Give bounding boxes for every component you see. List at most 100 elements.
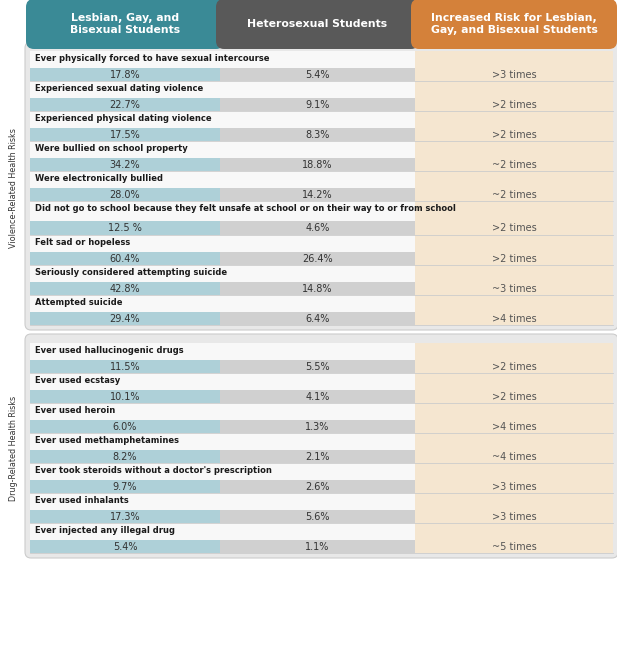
Bar: [30, 450, 220, 463]
Text: Attempted suicide: Attempted suicide: [35, 298, 123, 307]
Text: 17.8%: 17.8%: [110, 70, 140, 80]
Text: 8.2%: 8.2%: [113, 451, 137, 462]
Bar: [30, 221, 220, 235]
Bar: [30, 463, 415, 493]
Bar: [220, 128, 415, 141]
Bar: [415, 403, 613, 433]
Bar: [220, 312, 415, 325]
Text: Lesbian, Gay, and
Bisexual Students: Lesbian, Gay, and Bisexual Students: [70, 13, 180, 35]
Text: ~3 times: ~3 times: [492, 284, 536, 293]
Text: 5.6%: 5.6%: [305, 511, 329, 522]
Text: >3 times: >3 times: [492, 70, 536, 80]
Bar: [30, 51, 415, 81]
Text: 1.3%: 1.3%: [305, 422, 329, 432]
Text: 29.4%: 29.4%: [110, 313, 140, 324]
Bar: [30, 523, 415, 553]
Bar: [30, 433, 415, 463]
Bar: [415, 523, 613, 553]
Text: Did not go to school because they felt unsafe at school or on their way to or fr: Did not go to school because they felt u…: [35, 204, 456, 213]
Bar: [30, 481, 220, 493]
Bar: [415, 51, 613, 81]
Bar: [220, 159, 415, 171]
Bar: [30, 252, 220, 265]
Text: >2 times: >2 times: [492, 362, 536, 372]
Text: >2 times: >2 times: [492, 223, 536, 233]
Text: ~2 times: ~2 times: [492, 190, 536, 200]
Bar: [415, 141, 613, 171]
Text: 2.1%: 2.1%: [305, 451, 329, 462]
Text: 4.1%: 4.1%: [305, 392, 329, 402]
Bar: [30, 159, 220, 171]
Text: >3 times: >3 times: [492, 511, 536, 522]
Bar: [30, 128, 220, 141]
Text: 6.4%: 6.4%: [305, 313, 329, 324]
Bar: [30, 312, 220, 325]
FancyBboxPatch shape: [216, 0, 419, 49]
Text: >4 times: >4 times: [492, 313, 536, 324]
Text: >2 times: >2 times: [492, 392, 536, 402]
Bar: [30, 265, 415, 295]
Text: Seriously considered attempting suicide: Seriously considered attempting suicide: [35, 268, 227, 277]
Text: >4 times: >4 times: [492, 422, 536, 432]
Bar: [30, 510, 220, 523]
Bar: [220, 361, 415, 373]
Bar: [220, 221, 415, 235]
Text: Ever used methamphetamines: Ever used methamphetamines: [35, 436, 179, 445]
Bar: [30, 403, 415, 433]
Bar: [220, 421, 415, 433]
Bar: [30, 99, 220, 111]
Text: 34.2%: 34.2%: [110, 160, 140, 170]
Text: Experienced physical dating violence: Experienced physical dating violence: [35, 114, 212, 123]
Bar: [220, 510, 415, 523]
Text: 4.6%: 4.6%: [305, 223, 329, 233]
Text: 5.4%: 5.4%: [305, 70, 329, 80]
FancyBboxPatch shape: [25, 334, 617, 558]
Text: 18.8%: 18.8%: [302, 160, 333, 170]
Bar: [415, 235, 613, 265]
Bar: [415, 265, 613, 295]
FancyBboxPatch shape: [25, 42, 617, 330]
Bar: [30, 188, 220, 201]
Bar: [30, 81, 415, 111]
Text: >2 times: >2 times: [492, 253, 536, 264]
Text: 26.4%: 26.4%: [302, 253, 333, 264]
FancyBboxPatch shape: [26, 0, 224, 49]
Bar: [30, 390, 220, 403]
Bar: [220, 283, 415, 295]
Bar: [30, 201, 415, 235]
Bar: [30, 171, 415, 201]
Text: >2 times: >2 times: [492, 100, 536, 110]
Bar: [220, 68, 415, 81]
Text: 1.1%: 1.1%: [305, 542, 329, 551]
Text: Ever physically forced to have sexual intercourse: Ever physically forced to have sexual in…: [35, 54, 270, 63]
Text: 12.5 %: 12.5 %: [108, 223, 142, 233]
Bar: [30, 295, 415, 325]
Bar: [220, 188, 415, 201]
Bar: [415, 201, 613, 235]
Text: Ever injected any illegal drug: Ever injected any illegal drug: [35, 526, 175, 535]
Bar: [220, 481, 415, 493]
Text: Violence-Related Health Risks: Violence-Related Health Risks: [9, 128, 19, 248]
Text: 5.4%: 5.4%: [113, 542, 137, 551]
Text: 9.7%: 9.7%: [113, 482, 137, 491]
Bar: [415, 493, 613, 523]
Text: Ever used heroin: Ever used heroin: [35, 406, 115, 415]
Text: 42.8%: 42.8%: [110, 284, 140, 293]
Bar: [220, 541, 415, 553]
Text: 5.5%: 5.5%: [305, 362, 330, 372]
Text: 8.3%: 8.3%: [305, 130, 329, 140]
Bar: [220, 252, 415, 265]
Text: Were electronically bullied: Were electronically bullied: [35, 174, 163, 183]
Bar: [415, 343, 613, 373]
Text: 22.7%: 22.7%: [110, 100, 141, 110]
Text: 17.5%: 17.5%: [110, 130, 141, 140]
Text: 11.5%: 11.5%: [110, 362, 140, 372]
Bar: [30, 343, 415, 373]
Bar: [415, 111, 613, 141]
Bar: [30, 541, 220, 553]
Text: Increased Risk for Lesbian,
Gay, and Bisexual Students: Increased Risk for Lesbian, Gay, and Bis…: [431, 13, 597, 35]
FancyBboxPatch shape: [411, 0, 617, 49]
Text: Ever used ecstasy: Ever used ecstasy: [35, 376, 120, 385]
Text: Ever took steroids without a doctor's prescription: Ever took steroids without a doctor's pr…: [35, 466, 272, 475]
Bar: [30, 111, 415, 141]
